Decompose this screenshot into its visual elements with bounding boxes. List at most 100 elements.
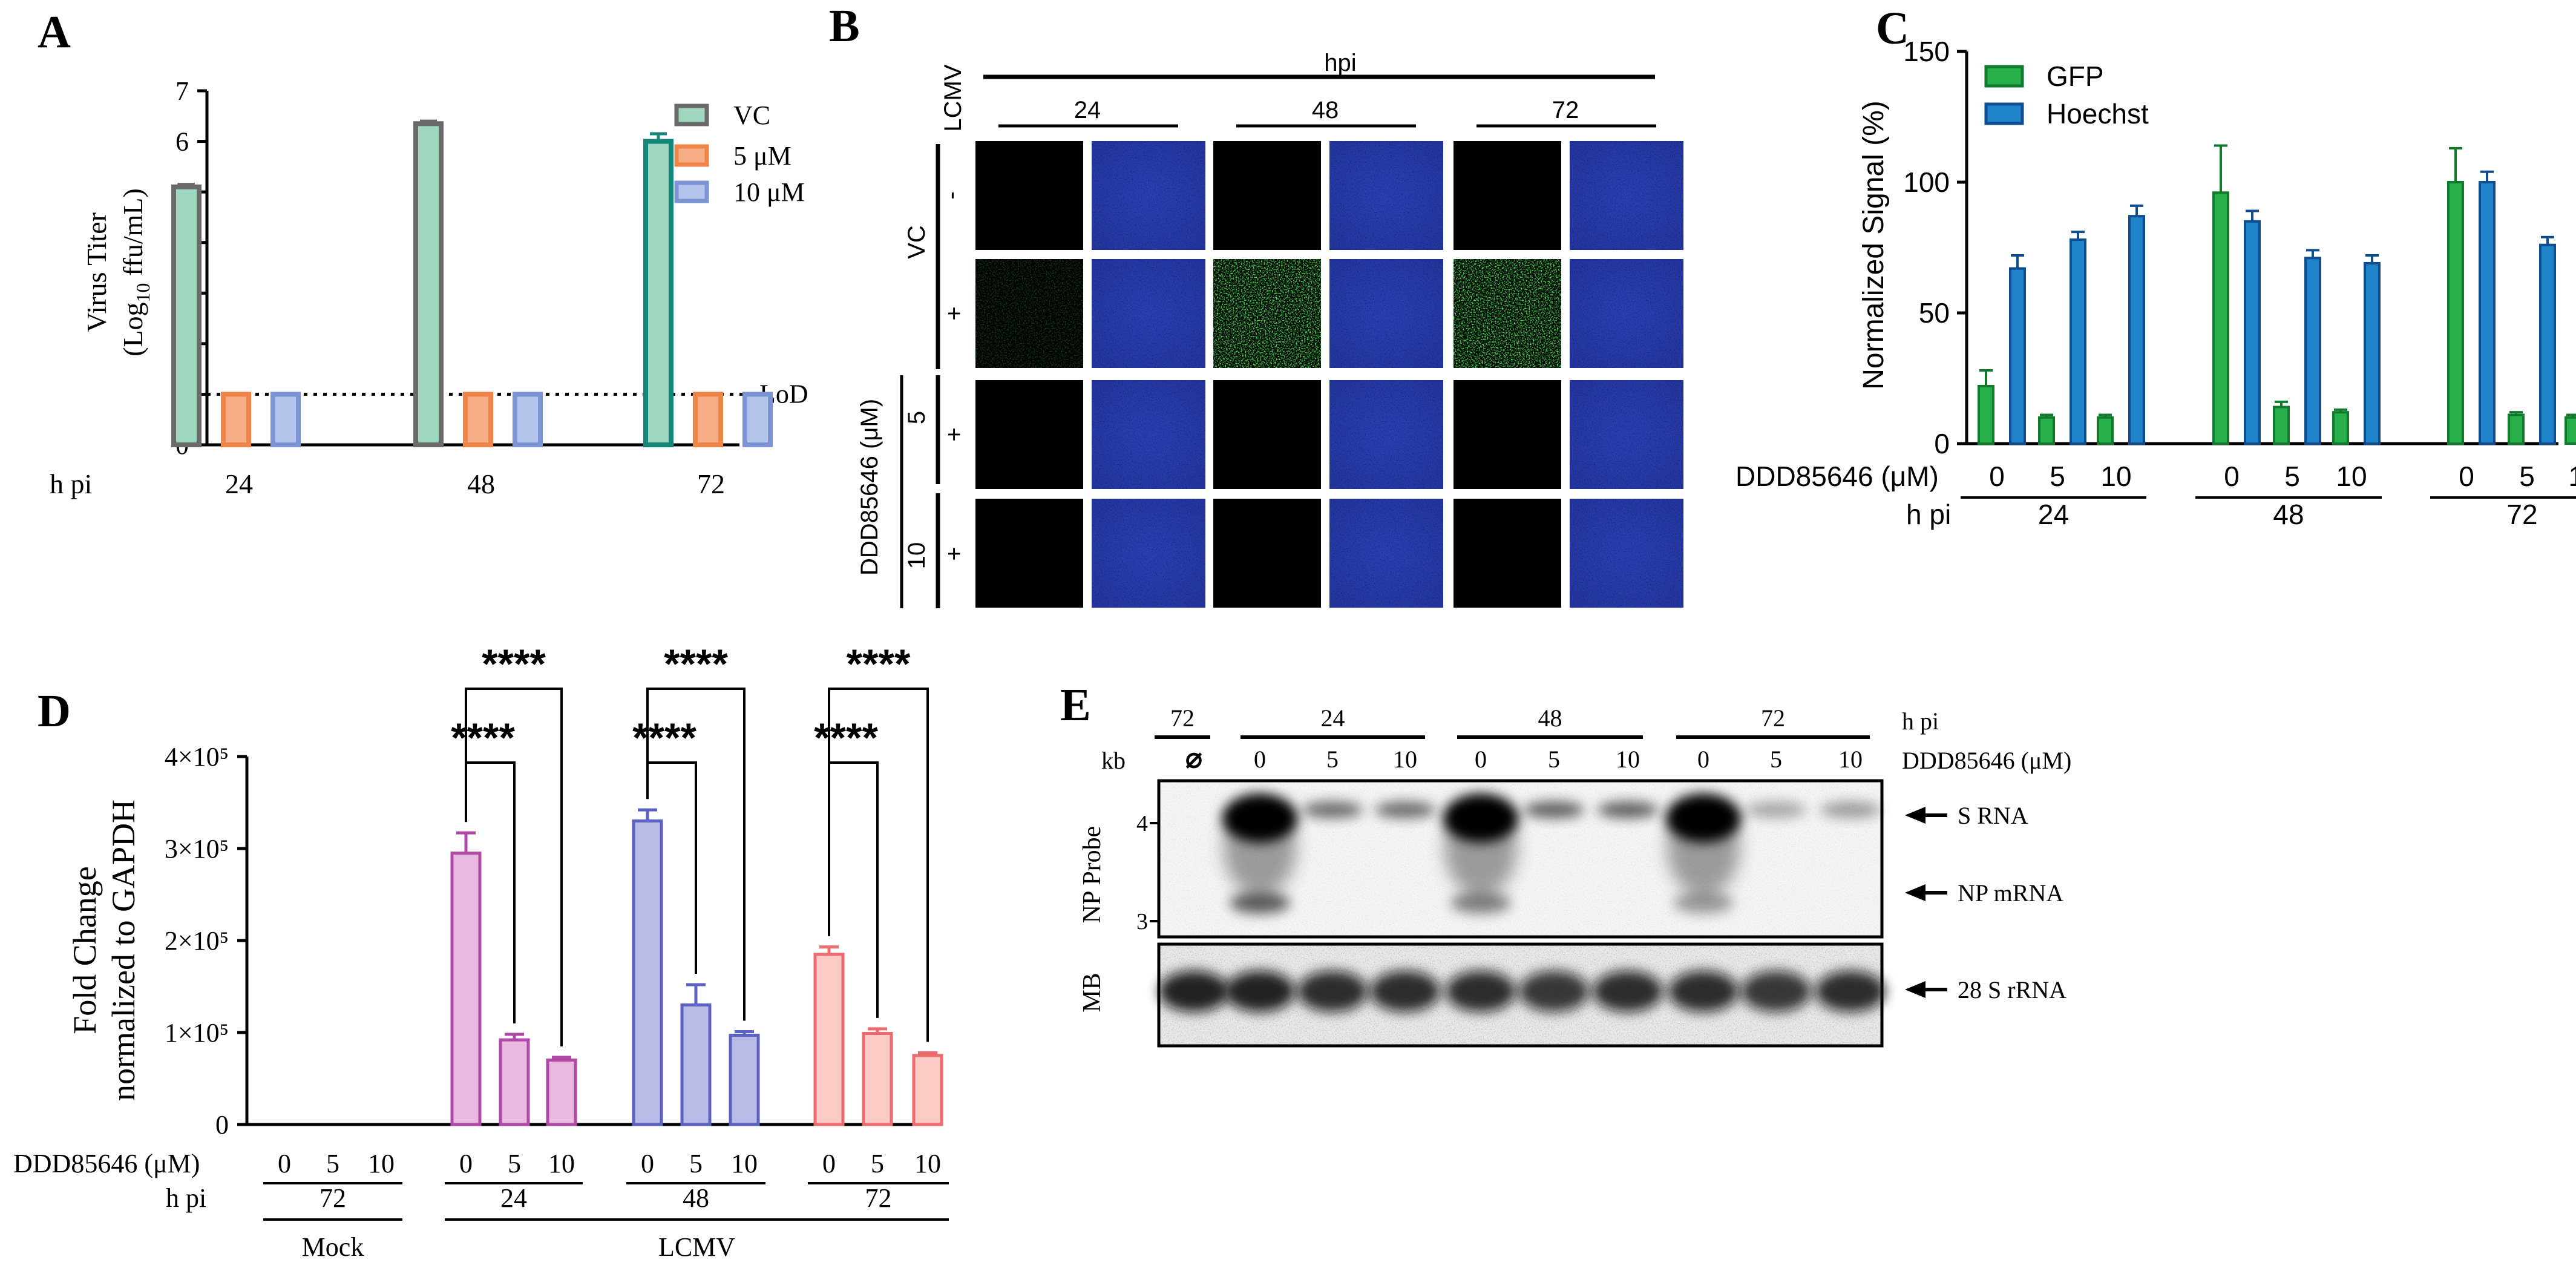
panel-a-ylabel-line2: (Log10 ffu/mL)	[117, 188, 154, 356]
panel-e-dose-label: 0	[1475, 746, 1487, 773]
panel-b-gfp-signal	[1454, 259, 1561, 368]
panel-d-row1-label: DDD85646 (μM)	[13, 1149, 200, 1178]
panel-a-bar	[742, 392, 773, 448]
panel-d-dose-label: 10	[368, 1149, 395, 1178]
panel-d-dose-label: 10	[731, 1149, 758, 1178]
panel-d-bars	[450, 808, 943, 1126]
panel-e-np-mrna-band	[1230, 892, 1290, 914]
panel-d-group-label: 72	[320, 1183, 346, 1213]
panel-c-bar-gfp	[2332, 411, 2349, 445]
panel-e-dose-label: 5	[1326, 746, 1339, 773]
panel-e-s-rna-band	[1598, 801, 1658, 818]
panel-e: E 72 24 48 72 ⌀ 0 5 10 0 5 10 0 5 10 kb h pi DDD85646…	[1060, 680, 2071, 1048]
panel-e-rrna-band	[1370, 971, 1440, 1012]
panel-e-kb-mark-3: 3	[1136, 909, 1148, 934]
panel-a-ytick-label: 6	[175, 127, 189, 157]
panel-a-bar	[693, 392, 723, 448]
panel-b-hoechst-texture	[1329, 380, 1443, 489]
panel-b-gfp-image	[1454, 380, 1561, 489]
panel-c-bar-hoechst	[2364, 261, 2381, 445]
panel-e-dose-label: 10	[1838, 746, 1863, 773]
panel-e-kb-mark-4: 4	[1136, 811, 1148, 836]
panel-a-bar	[413, 121, 444, 448]
panel-d-sig-stars: ****	[482, 641, 546, 687]
panel-b-row-sign: +	[941, 306, 968, 320]
panel-c-bar-gfp	[2508, 413, 2525, 445]
panel-e-dose-label: 10	[1616, 746, 1640, 773]
panel-d-sig-stars: ****	[451, 715, 515, 761]
panel-b-gfp-image	[1454, 141, 1561, 250]
panel-c-bars	[1978, 144, 2576, 445]
panel-b-hpi-label: hpi	[1324, 50, 1356, 76]
panel-d-ylabel-line2: normalized to GAPDH	[105, 800, 142, 1101]
panel-d-group-label: 48	[683, 1183, 709, 1213]
panel-b: B hpi LCMV 24 48 72 VC - + DDD85646 (μM) 5 +10 +	[829, 1, 1683, 608]
panel-e-mb-label: MB	[1078, 973, 1106, 1012]
panel-c-bar-hoechst	[2244, 220, 2261, 445]
panel-b-hoechst-texture	[1570, 380, 1683, 489]
panel-b-row-sign: -	[938, 191, 965, 199]
panel-e-band-arrows: S RNA NP mRNA 28 S rRNA	[1905, 802, 2066, 1003]
panel-e-rrna-band	[1159, 971, 1229, 1012]
panel-d-ytick-label: 3×10⁵	[165, 834, 229, 864]
panel-e-kb-label: kb	[1101, 747, 1126, 774]
panel-e-dose-label: 0	[1254, 746, 1266, 773]
panel-b-hoechst-texture	[1092, 141, 1205, 250]
panel-a-xtick-label: 72	[697, 468, 725, 499]
panel-c-bar-hoechst	[2070, 238, 2086, 445]
panel-b-lcmv-label: LCMV	[940, 64, 966, 131]
panel-c-ytick-label: 150	[1903, 36, 1950, 67]
panel-c-dose-label: 10	[2336, 461, 2367, 492]
panel-c-group-label: 72	[2506, 499, 2537, 530]
panel-b-hoechst-texture	[1092, 380, 1205, 489]
panel-b-hoechst-texture	[1570, 499, 1683, 608]
panel-a-xtick-label: 48	[467, 468, 495, 499]
panel-d-sig-bracket	[465, 688, 563, 1047]
panel-d-ylabel: Fold Change normalized to GAPDH	[67, 800, 142, 1101]
panel-c-dose-label: 10	[2568, 461, 2576, 492]
panel-d-mock-label: Mock	[302, 1232, 364, 1262]
panel-e-headers: 72 24 48 72 ⌀ 0 5 10 0 5 10 0 5 10	[1155, 704, 1870, 773]
panel-e-rrna-band	[1519, 971, 1589, 1012]
panel-e-hpi-label: h pi	[1902, 708, 1939, 735]
panel-b-hoechst-texture	[1329, 499, 1443, 608]
panel-d: D Fold Change normalized to GAPDH 0 1×10⁵…	[13, 641, 949, 1262]
panel-d-bar	[632, 819, 663, 1126]
panel-a-legend-swatch	[674, 103, 709, 126]
panel-b-hoechst-texture	[1329, 259, 1443, 368]
panel-b-drug-label: DDD85646 (μM)	[856, 399, 883, 576]
panel-b-row-sign: +	[941, 547, 968, 560]
panel-e-drug-label: DDD85646 (μM)	[1902, 747, 2071, 774]
panel-e-np-mrna-band	[1450, 892, 1511, 914]
panel-a-bar	[270, 392, 301, 448]
panel-e-rrna-band	[1815, 971, 1886, 1012]
panel-a-bar	[513, 392, 543, 448]
panel-c-bar-gfp	[2565, 416, 2576, 445]
panel-d-dose-label: 0	[459, 1149, 473, 1178]
panel-c-bar-hoechst	[2304, 257, 2321, 445]
panel-a-legend-label: VC	[733, 100, 770, 130]
panel-b-gfp-image	[1213, 499, 1321, 608]
panel-c-legend-swatch	[1984, 65, 2024, 88]
panel-e-letter: E	[1060, 680, 1091, 731]
panel-c-bar-hoechst	[2128, 215, 2145, 445]
panel-d-sig-stars: ****	[847, 641, 911, 687]
panel-e-rrna-band	[1593, 971, 1663, 1012]
panel-e-s-rna-band	[1524, 801, 1584, 818]
panel-d-group-label: 72	[865, 1183, 892, 1213]
panel-e-dose-label: 10	[1393, 746, 1417, 773]
panel-a-ytick-label: 7	[175, 76, 189, 106]
panel-e-s-rna-band	[1666, 794, 1741, 842]
panel-d-bar	[862, 1032, 893, 1126]
panel-c-group-label: 24	[2038, 499, 2069, 530]
panel-a-bar	[221, 392, 251, 448]
panel-d-dose-label: 10	[548, 1149, 575, 1178]
panel-d-ytick-label: 2×10⁵	[165, 926, 229, 956]
panel-a-bar	[463, 392, 493, 448]
panel-c-ytick-label: 0	[1934, 428, 1950, 459]
panel-c-legend-label: GFP	[2047, 61, 2104, 92]
panel-c-ytick-label: 100	[1903, 166, 1950, 198]
panel-e-arrow-head	[1905, 981, 1925, 998]
panel-e-band-label: S RNA	[1958, 802, 2028, 829]
